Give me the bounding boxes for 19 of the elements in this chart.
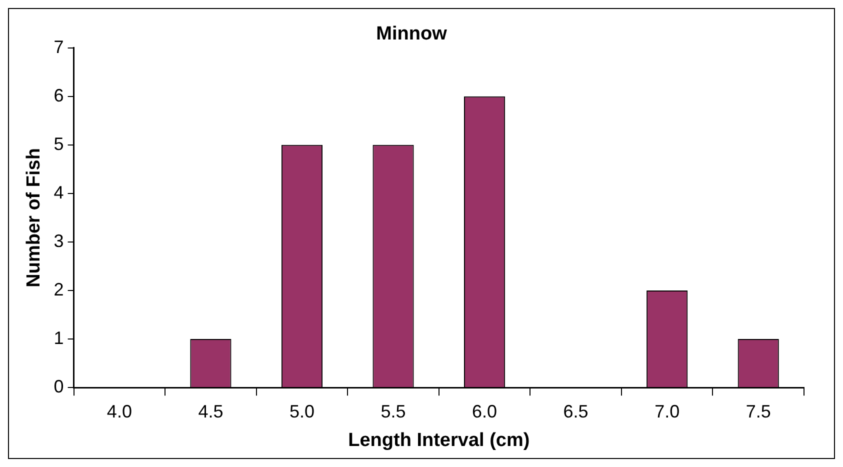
x-tick-label: 5.5 <box>380 401 406 422</box>
x-axis-title: Length Interval (cm) <box>348 430 530 451</box>
x-tick-label: 4.5 <box>198 401 224 422</box>
y-tick-label: 3 <box>54 230 64 251</box>
x-tick-label: 6.0 <box>472 401 498 422</box>
y-tick-label: 1 <box>54 328 64 348</box>
y-tick-label: 0 <box>54 376 64 397</box>
y-axis-title: Number of Fish <box>24 148 45 288</box>
x-tick-label: 4.0 <box>106 401 132 422</box>
x-tick-label: 7.0 <box>654 401 680 422</box>
x-tick-label: 6.5 <box>563 401 588 422</box>
y-tick-label: 7 <box>54 36 64 57</box>
x-tick-label: 5.0 <box>289 401 315 422</box>
x-tick-label: 7.5 <box>746 401 771 422</box>
chart-title: Minnow <box>376 24 448 45</box>
y-tick-label: 2 <box>54 279 64 300</box>
y-tick-label: 6 <box>54 85 64 106</box>
y-tick-label: 5 <box>54 134 64 154</box>
y-tick-label: 4 <box>54 182 64 202</box>
